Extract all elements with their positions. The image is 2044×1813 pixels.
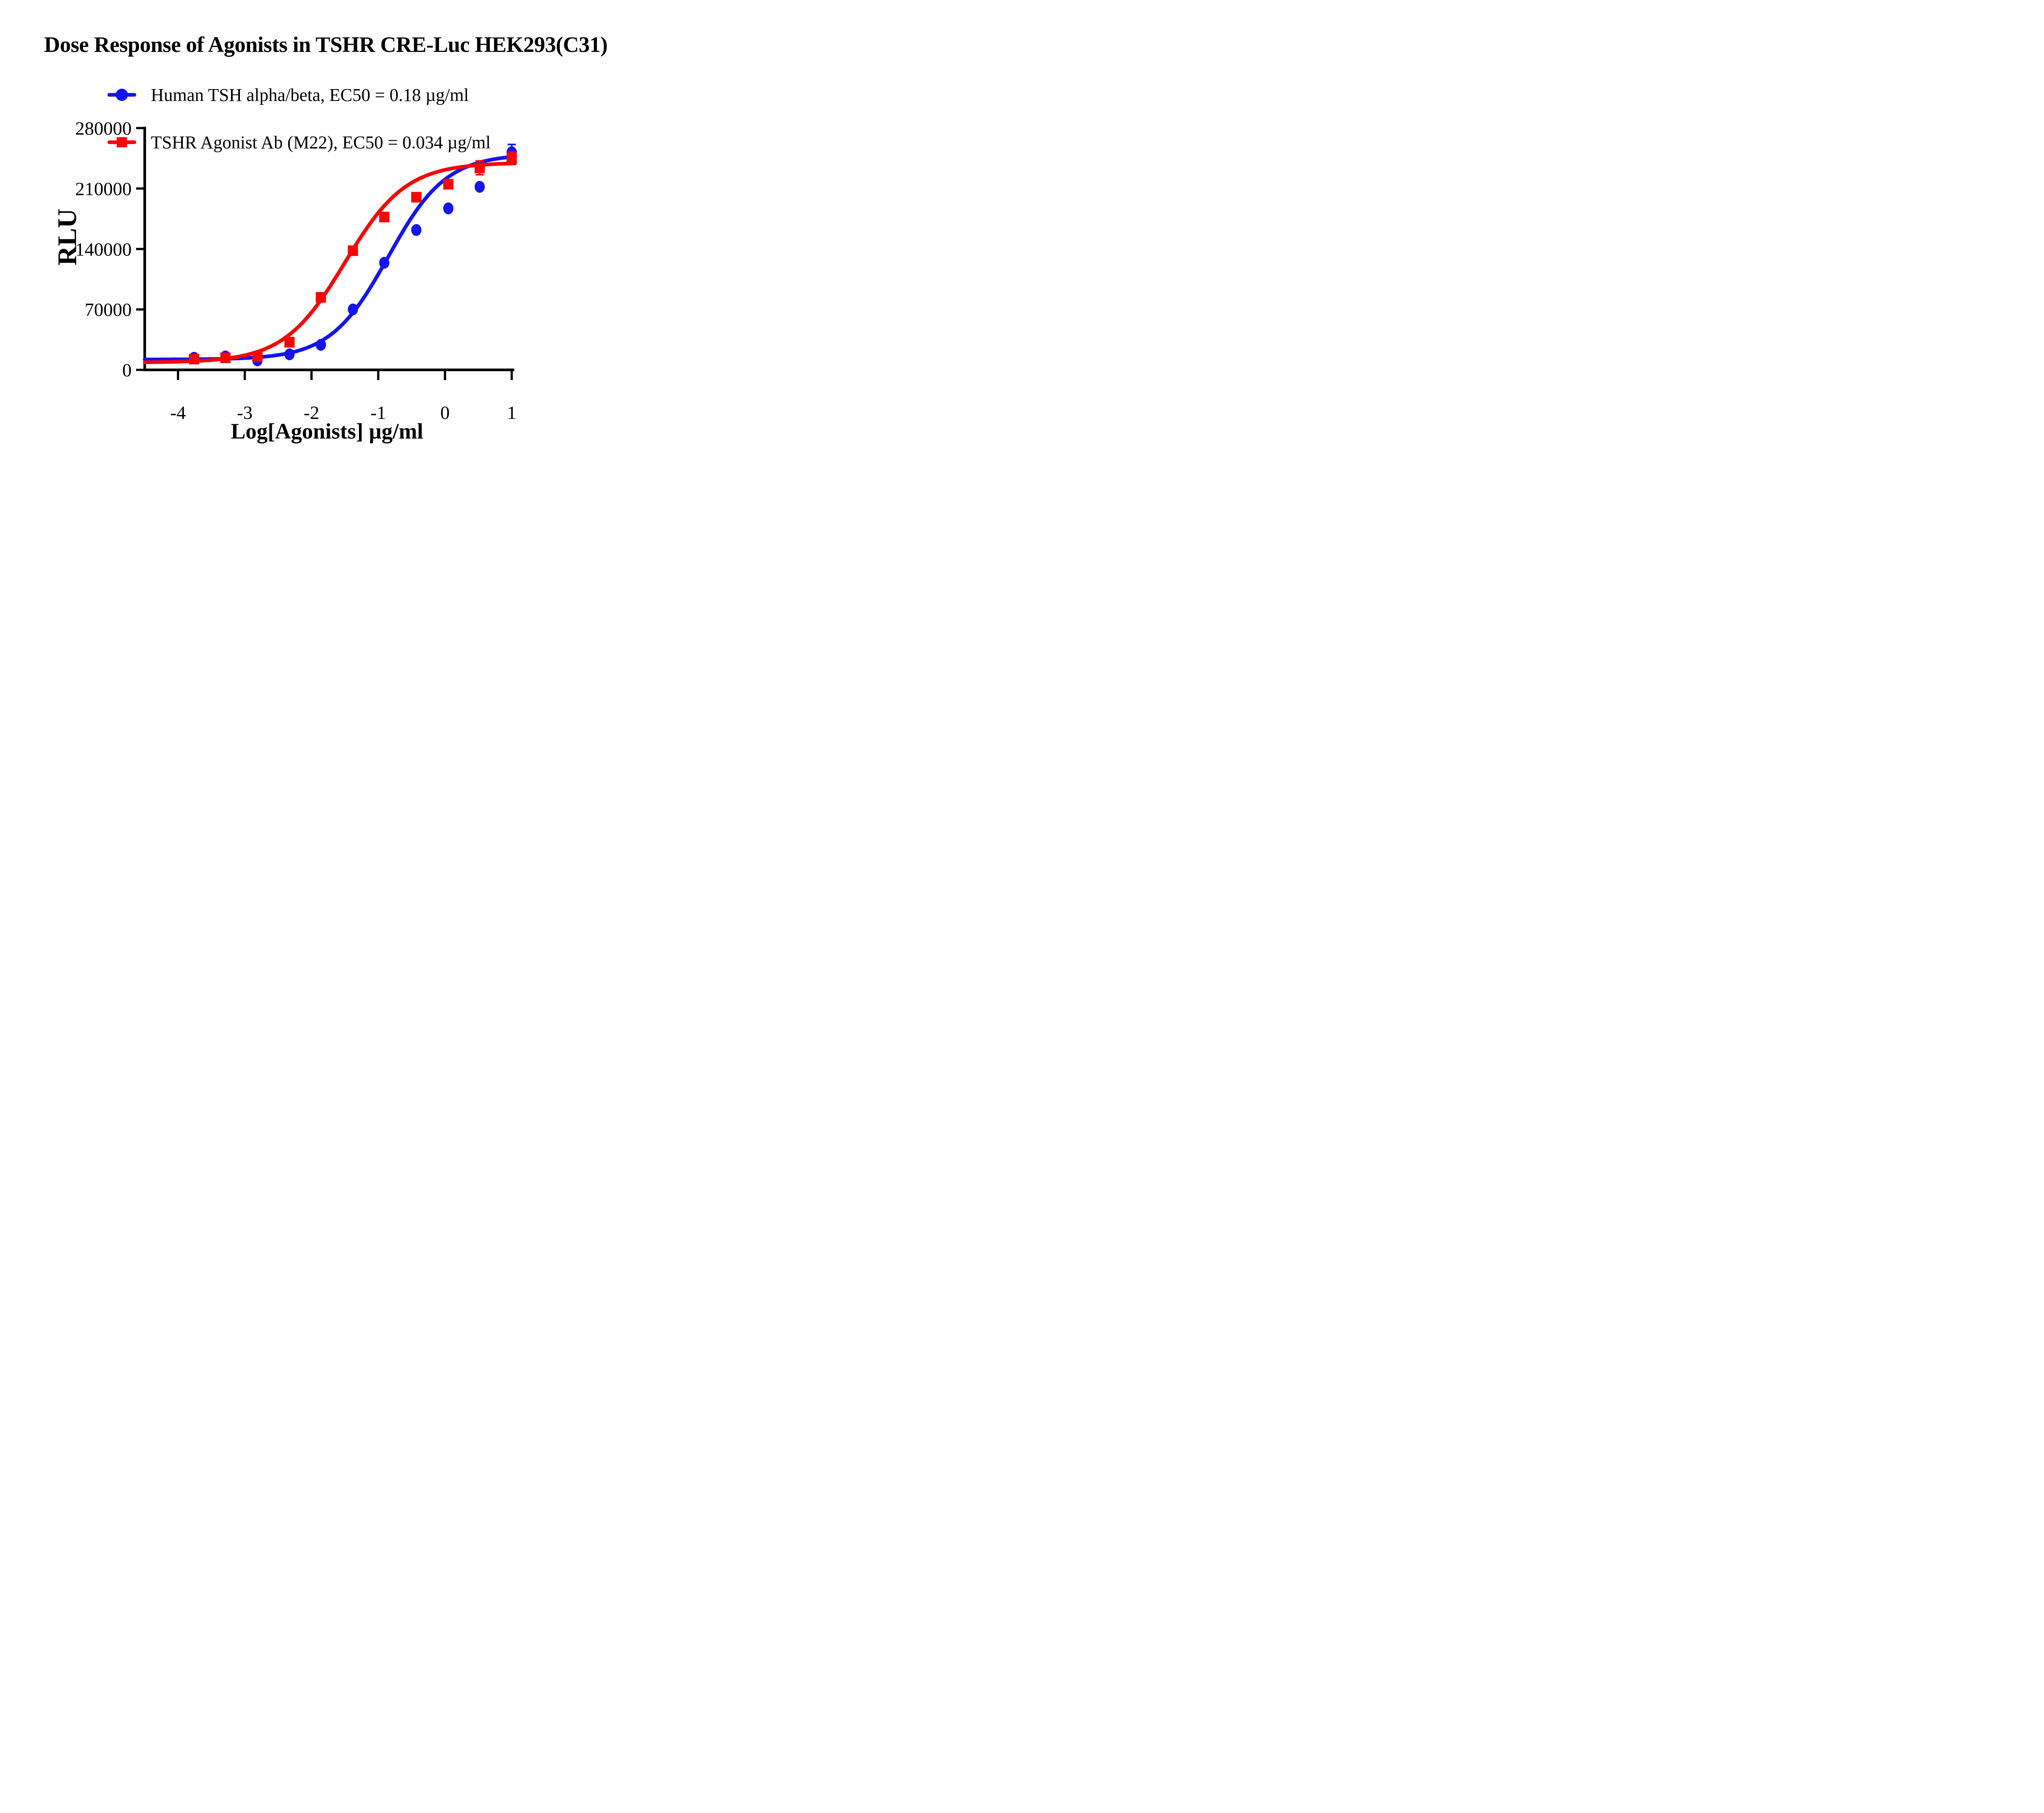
data-point-square xyxy=(252,351,263,362)
data-point-circle xyxy=(474,181,485,193)
data-point-circle xyxy=(443,202,454,215)
data-point-circle xyxy=(284,348,295,360)
data-point-square xyxy=(284,337,295,348)
legend-label-m22: TSHR Agonist Ab (M22), EC50 = 0.034 µg/m… xyxy=(151,132,491,152)
x-tick-label: 0 xyxy=(440,402,450,423)
chart-title: Dose Response of Agonists in TSHR CRE-Lu… xyxy=(44,32,608,57)
y-tick-label: 0 xyxy=(122,360,132,381)
data-point-circle xyxy=(411,224,421,236)
data-point-circle xyxy=(347,303,358,316)
data-point-square xyxy=(443,179,454,190)
data-point-square xyxy=(474,162,485,173)
chart-figure: Dose Response of Agonists in TSHR CRE-Lu… xyxy=(0,0,652,453)
data-point-square xyxy=(379,212,390,223)
y-tick-label: 140000 xyxy=(75,239,132,260)
x-tick-label: -4 xyxy=(170,402,186,423)
x-axis-title: Log[Agonists] µg/ml xyxy=(231,419,424,443)
data-point-square xyxy=(316,292,326,303)
legend-item-m22: TSHR Agonist Ab (M22), EC50 = 0.034 µg/m… xyxy=(108,130,491,154)
fit-curve-square xyxy=(143,161,517,364)
legend-label-human-tsh: Human TSH alpha/beta, EC50 = 0.18 µg/ml xyxy=(151,85,469,105)
x-tick-label: -2 xyxy=(304,402,319,423)
data-point-square xyxy=(220,352,231,363)
legend-item-human-tsh: Human TSH alpha/beta, EC50 = 0.18 µg/ml xyxy=(108,83,469,107)
data-point-square xyxy=(189,354,199,365)
data-point-circle xyxy=(379,257,390,269)
data-point-square xyxy=(347,245,358,256)
data-point-circle xyxy=(316,339,326,351)
legend-marker-circle-icon xyxy=(108,83,136,107)
y-tick-label: 210000 xyxy=(75,178,132,199)
x-tick-label: 1 xyxy=(507,402,516,423)
data-point-square xyxy=(507,153,517,164)
x-tick-label: -1 xyxy=(370,402,386,423)
x-tick-label: -3 xyxy=(237,402,253,423)
y-tick-label: 280000 xyxy=(75,118,132,139)
data-point-square xyxy=(411,192,421,203)
legend-marker-square-icon xyxy=(108,130,136,154)
fit-curve-circle xyxy=(143,154,517,361)
dose-response-plot: 0 70000 140000 210000 280000 -4 -3 -2 -1 0 1 xyxy=(75,118,517,423)
y-tick-label: 70000 xyxy=(85,299,132,320)
